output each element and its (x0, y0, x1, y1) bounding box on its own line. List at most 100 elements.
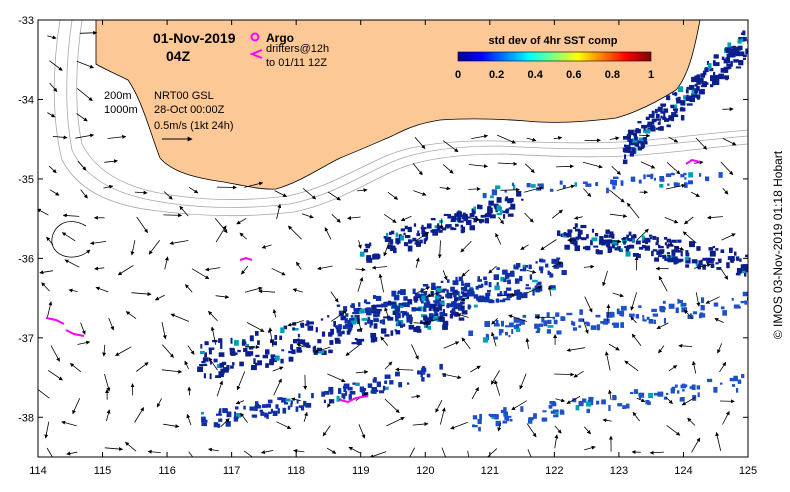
colorbar-tick-label: 0.8 (605, 69, 620, 81)
sst-pixel (579, 309, 583, 315)
sst-pixel (602, 239, 609, 245)
current-vector (103, 184, 114, 189)
sst-pixel (452, 301, 457, 306)
sst-pixel (677, 96, 681, 102)
sst-pixel (402, 302, 408, 307)
sst-pixel (496, 282, 499, 288)
sst-pixel (666, 252, 670, 255)
imos-credit: © IMOS 03-Nov-2019 01:18 Hobart (771, 150, 785, 340)
sst-pixel (709, 258, 715, 262)
current-vector (38, 208, 49, 216)
sst-pixel (269, 358, 273, 362)
current-vector (49, 60, 63, 71)
sst-pixel (733, 304, 740, 309)
sst-pixel (463, 215, 468, 222)
sst-pixel (629, 233, 632, 236)
sst-pixel (641, 125, 645, 129)
current-vector (210, 326, 217, 345)
sst-pixel (666, 95, 671, 101)
sst-pixel (499, 210, 504, 213)
sst-pixel (270, 354, 276, 358)
sst-pixel (700, 259, 703, 266)
sst-pixel (510, 270, 515, 276)
sst-pixel (668, 303, 675, 309)
sst-pixel (394, 306, 401, 311)
sst-pixel (200, 350, 205, 354)
sst-pixel (266, 413, 269, 419)
current-vector (667, 243, 685, 251)
sst-pixel (568, 231, 572, 237)
sst-pixel (417, 294, 423, 297)
sst-pixel (229, 347, 235, 351)
sst-pixel (735, 66, 742, 69)
sst-pixel (536, 283, 541, 286)
sst-pixel (729, 377, 735, 382)
sst-pixel (632, 253, 639, 257)
current-vector (468, 187, 481, 192)
sst-pixel (687, 180, 693, 185)
sst-pixel (631, 235, 637, 239)
sst-pixel (396, 320, 399, 326)
sst-pixel (606, 318, 610, 324)
sst-pixel (251, 364, 257, 371)
sst-pixel (446, 226, 450, 229)
sst-pixel (365, 243, 371, 249)
current-vector (609, 136, 620, 141)
sst-pixel (262, 354, 269, 359)
sst-pixel (671, 249, 677, 252)
sst-pixel (390, 330, 394, 336)
current-vector (630, 316, 637, 324)
sst-pixel (511, 182, 515, 186)
sst-pixel (627, 135, 631, 138)
current-vector (188, 451, 194, 457)
sst-pixel (221, 361, 227, 366)
sst-pixel (604, 234, 609, 238)
current-vector (695, 292, 701, 307)
sst-pixel (335, 325, 339, 328)
sst-pixel (476, 295, 479, 301)
sst-pixel (374, 253, 380, 260)
sst-pixel (652, 249, 658, 252)
sst-pixel (489, 414, 496, 418)
sst-pixel (396, 321, 402, 326)
sst-pixel (663, 396, 668, 400)
current-vector (347, 216, 361, 221)
sst-pixel (655, 241, 659, 246)
sst-pixel (735, 51, 739, 56)
current-vector (611, 166, 621, 175)
current-vector (136, 216, 148, 234)
sst-pixel (333, 321, 336, 327)
lon-tick-label: 122 (545, 465, 563, 477)
lon-tick-label: 120 (416, 465, 434, 477)
sst-pixel (722, 68, 727, 71)
sst-pixel (657, 391, 664, 397)
current-vector (409, 447, 416, 457)
sst-pixel (404, 235, 411, 239)
sst-pixel (684, 256, 689, 261)
sst-pixel (679, 300, 683, 303)
current-vector (191, 268, 210, 280)
map-date: 01-Nov-2019 (153, 30, 236, 46)
sst-pixel (315, 327, 318, 333)
current-vector (400, 215, 412, 222)
argo-legend: Argo drifters@12h to 01/11 12Z (249, 31, 329, 69)
current-vector (415, 257, 420, 268)
sst-pixel (434, 310, 438, 315)
sst-pixel (617, 246, 621, 251)
sst-pixel (469, 225, 475, 231)
current-vector (161, 369, 183, 374)
sst-pixel (359, 386, 365, 393)
sst-pixel (675, 307, 679, 313)
lon-tick-label: 114 (29, 465, 47, 477)
sst-pixel (373, 323, 378, 329)
sst-pixel (397, 304, 404, 309)
sst-pixel (624, 246, 627, 249)
sst-pixel (577, 233, 582, 239)
current-vector (378, 273, 384, 293)
current-vector (134, 190, 148, 195)
sst-pixel (472, 415, 478, 420)
sst-pixel (202, 357, 209, 362)
sst-pixel (487, 289, 491, 293)
current-vector (526, 269, 537, 274)
sst-pixel (572, 398, 577, 403)
